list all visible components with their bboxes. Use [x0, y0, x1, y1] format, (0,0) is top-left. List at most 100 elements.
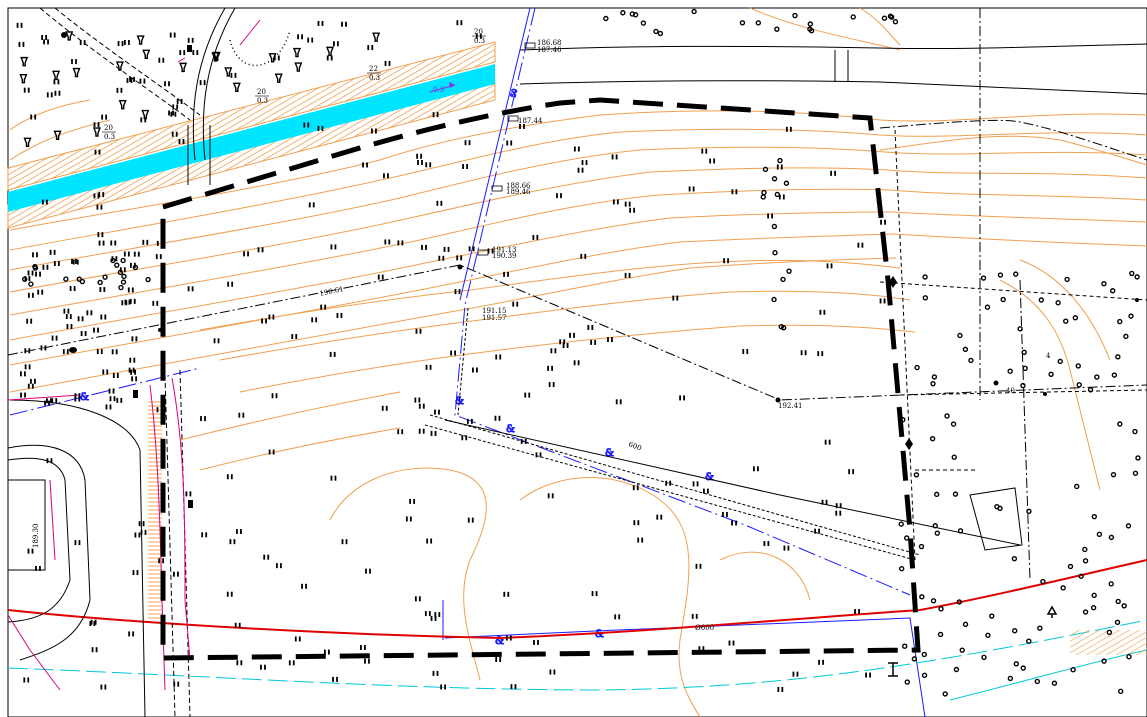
grass-symbol — [65, 314, 72, 320]
shrub-symbol — [1129, 270, 1135, 277]
grass-symbol — [24, 348, 31, 354]
grass-symbol — [123, 251, 130, 257]
grass-symbol — [169, 32, 176, 38]
grass-symbol — [637, 537, 644, 543]
shrub-symbol — [121, 273, 127, 280]
grass-symbol — [581, 160, 588, 166]
shrub-symbol — [962, 346, 969, 353]
grass-symbol — [176, 98, 183, 104]
shrub-symbol — [691, 8, 697, 15]
grass-symbol — [37, 289, 44, 295]
grass-symbol — [577, 167, 584, 173]
shrub-symbol — [120, 279, 127, 285]
grass-symbol — [731, 520, 737, 526]
grass-symbol — [131, 376, 138, 382]
grass-symbol — [131, 336, 138, 342]
grass-symbol — [826, 263, 833, 269]
shrub-symbol — [1126, 653, 1132, 660]
shrub-symbol — [957, 528, 964, 534]
shrub-symbol — [780, 276, 786, 283]
grass-symbol — [665, 480, 672, 486]
grass-symbol — [590, 339, 597, 345]
grass-symbol — [573, 146, 580, 152]
deciduous-tree-symbol — [224, 67, 233, 77]
grass-symbol — [865, 672, 872, 678]
gas-pipeline — [7, 559, 1147, 640]
shrub-symbol — [1128, 313, 1134, 319]
grass-symbol — [814, 528, 820, 534]
grass-symbol — [383, 173, 389, 179]
grass-symbol — [438, 255, 445, 261]
grass-symbol — [317, 20, 324, 26]
grass-symbol — [332, 676, 338, 682]
grass-symbol — [126, 77, 133, 83]
shrub-symbol — [1091, 513, 1098, 520]
shrub-symbol — [962, 621, 969, 628]
grass-symbol — [440, 684, 447, 690]
utility-code-1: & — [455, 396, 464, 407]
grass-symbol — [848, 469, 855, 475]
shrub-symbol — [1022, 365, 1028, 372]
grass-symbol — [130, 369, 137, 375]
grass-symbol — [414, 596, 421, 602]
shrub-symbol — [1101, 658, 1107, 664]
shrub-symbol — [1013, 661, 1020, 667]
grass-symbol — [26, 318, 33, 324]
grass-symbol — [101, 114, 108, 120]
shrub-symbol — [1020, 382, 1026, 389]
grass-symbol — [364, 658, 370, 664]
deciduous-tree-symbol — [179, 62, 188, 73]
grass-symbol — [173, 681, 180, 687]
utility-code-4: & — [705, 472, 714, 483]
grass-symbol — [96, 349, 103, 355]
shrub-symbol — [1017, 326, 1023, 332]
depth-1-top: 20 — [474, 28, 483, 36]
grass-symbol — [27, 292, 34, 298]
shrub-symbol — [1094, 374, 1100, 380]
shrub-symbol — [1123, 333, 1129, 340]
grass-symbol — [580, 253, 587, 259]
grass-symbol — [397, 429, 404, 435]
shrub-symbol — [1057, 358, 1063, 365]
grass-symbol — [226, 474, 233, 480]
grass-symbol — [503, 271, 509, 277]
grass-symbol — [23, 87, 30, 93]
grass-symbol — [880, 219, 886, 225]
grass-symbol — [91, 647, 98, 653]
grass-symbol — [341, 539, 348, 545]
elevation-e: 189.46 — [506, 188, 531, 196]
grass-symbol — [158, 57, 165, 63]
grass-symbol — [464, 140, 471, 146]
grass-symbol — [172, 104, 179, 110]
shrub-symbol — [898, 521, 904, 527]
grass-symbol — [134, 532, 141, 538]
deciduous-tree-symbol — [115, 61, 124, 71]
canal-water — [8, 64, 495, 212]
shrub-symbol — [997, 272, 1004, 278]
grass-symbol — [116, 397, 123, 403]
grass-symbol — [505, 635, 512, 641]
shrub-symbol — [951, 454, 957, 460]
grass-symbol — [461, 435, 468, 441]
shrub-symbol — [28, 281, 34, 287]
deciduous-tree-symbol — [211, 52, 220, 62]
canal-embankment-upper — [7, 41, 496, 191]
grass-symbol — [629, 207, 636, 213]
shrub-symbol — [913, 472, 920, 478]
grass-symbol — [778, 194, 785, 200]
point-symbols — [61, 32, 1139, 508]
lot-number: 4 — [1046, 352, 1051, 360]
grass-symbol — [333, 41, 339, 47]
shrub-symbol — [114, 262, 120, 268]
elevation-i: 191.57 — [482, 314, 507, 322]
shrub-symbol — [1038, 297, 1045, 303]
shrub-symbol — [620, 10, 626, 16]
grass-symbol — [288, 660, 295, 666]
grass-symbol — [317, 125, 324, 131]
grass-symbol — [268, 449, 275, 455]
pipe-size-1: 600 — [627, 440, 642, 452]
grass-symbol — [414, 397, 421, 403]
deciduous-tree-symbol — [274, 73, 283, 83]
grass-symbol — [817, 351, 824, 357]
